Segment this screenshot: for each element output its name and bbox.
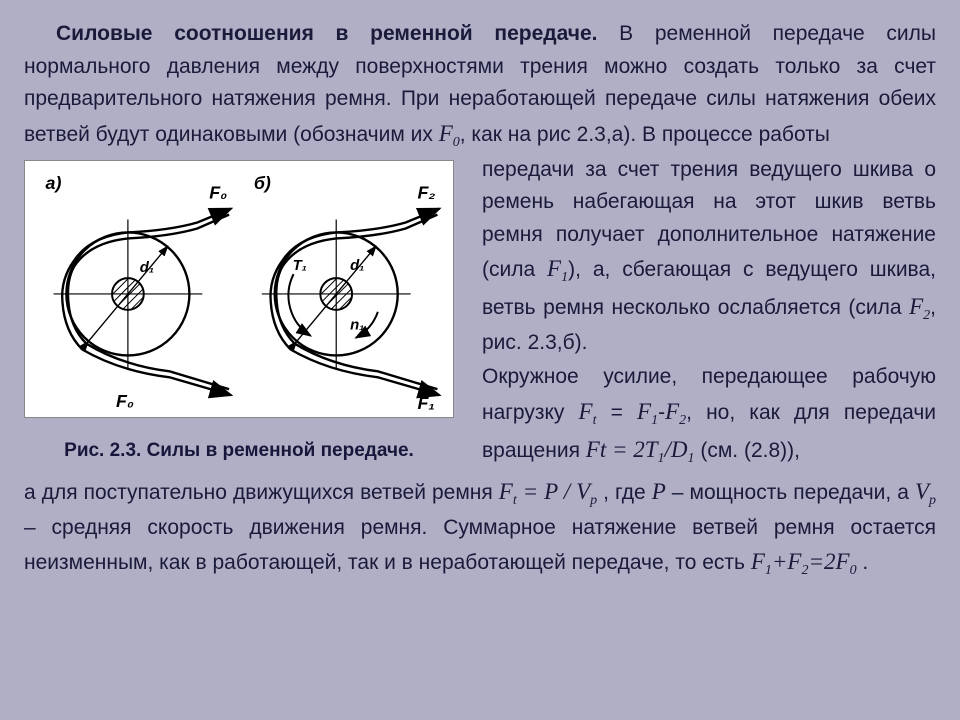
eq3-mid2: / (558, 479, 576, 504)
eq1-minus: - (658, 401, 665, 424)
p4-text-c: – мощность передачи, а (666, 481, 915, 504)
figure-box: а) d₁ F₀ F₀ (24, 160, 454, 418)
eq2c: (см. (2.8)), (695, 439, 800, 462)
eq1-mid: = (597, 401, 638, 424)
p4-text-a: а для поступательно движущихся ветвей ре… (24, 481, 499, 504)
sym-P2: P (652, 479, 666, 504)
sym-P: P (544, 479, 558, 504)
svg-text:F₂: F₂ (418, 182, 436, 202)
section-title: Силовые соотношения в ременной передаче. (56, 22, 597, 45)
sym-F1: F (547, 256, 561, 281)
paragraph-4: а для поступательно движущихся ветвей ре… (24, 474, 936, 582)
figure-caption: Рис. 2.3. Силы в ременной передаче. (24, 436, 454, 465)
sym-Fti: Ft (586, 437, 606, 462)
svg-text:F₀: F₀ (209, 182, 227, 202)
sym-Vp2-sub: p (929, 493, 936, 508)
sym-F2b: F (665, 399, 679, 424)
sym-F0-sub: 0 (453, 135, 460, 150)
eq4-plus: + (772, 549, 788, 574)
sym-Vp: V (576, 479, 590, 504)
sym-F2: F (909, 294, 923, 319)
sym-Ft: F (579, 399, 593, 424)
sym-F2c: F (787, 549, 801, 574)
sym-T1-sub: 1 (658, 451, 665, 466)
sym-F1c: F (751, 549, 765, 574)
p4-text-b: , где (597, 481, 652, 504)
svg-text:d₁: d₁ (350, 258, 364, 274)
sym-F1b-sub: 1 (651, 413, 658, 428)
eq2b: /D (665, 437, 688, 462)
sym-F0: F (439, 121, 453, 146)
svg-text:F₀: F₀ (116, 391, 134, 411)
eq2a: = 2T (606, 437, 657, 462)
eq3-mid1: = (517, 479, 544, 504)
p1-text-b: , как на рис 2.3,а). В процессе работы (460, 123, 830, 146)
figure-block: а) d₁ F₀ F₀ (24, 160, 454, 465)
paragraph-1: Силовые соотношения в ременной передаче.… (24, 18, 936, 154)
sym-Vp2: V (915, 479, 929, 504)
svg-text:F₁: F₁ (418, 393, 435, 413)
belt-diagram-icon: а) d₁ F₀ F₀ (29, 165, 449, 413)
svg-text:T₁: T₁ (293, 258, 307, 274)
sym-F0c-sub: 0 (850, 563, 857, 578)
sym-D1-sub: 1 (688, 451, 695, 466)
eq4-dot: . (857, 551, 869, 574)
sym-F1b: F (637, 399, 651, 424)
sym-F0c: F (836, 549, 850, 574)
svg-text:б): б) (254, 172, 271, 192)
eq4-eq: =2 (808, 549, 835, 574)
sym-Ft2: F (499, 479, 513, 504)
svg-text:а): а) (46, 172, 62, 192)
svg-text:d₁: d₁ (140, 260, 154, 276)
sym-F1c-sub: 1 (765, 563, 772, 578)
svg-text:n₁: n₁ (350, 317, 364, 333)
